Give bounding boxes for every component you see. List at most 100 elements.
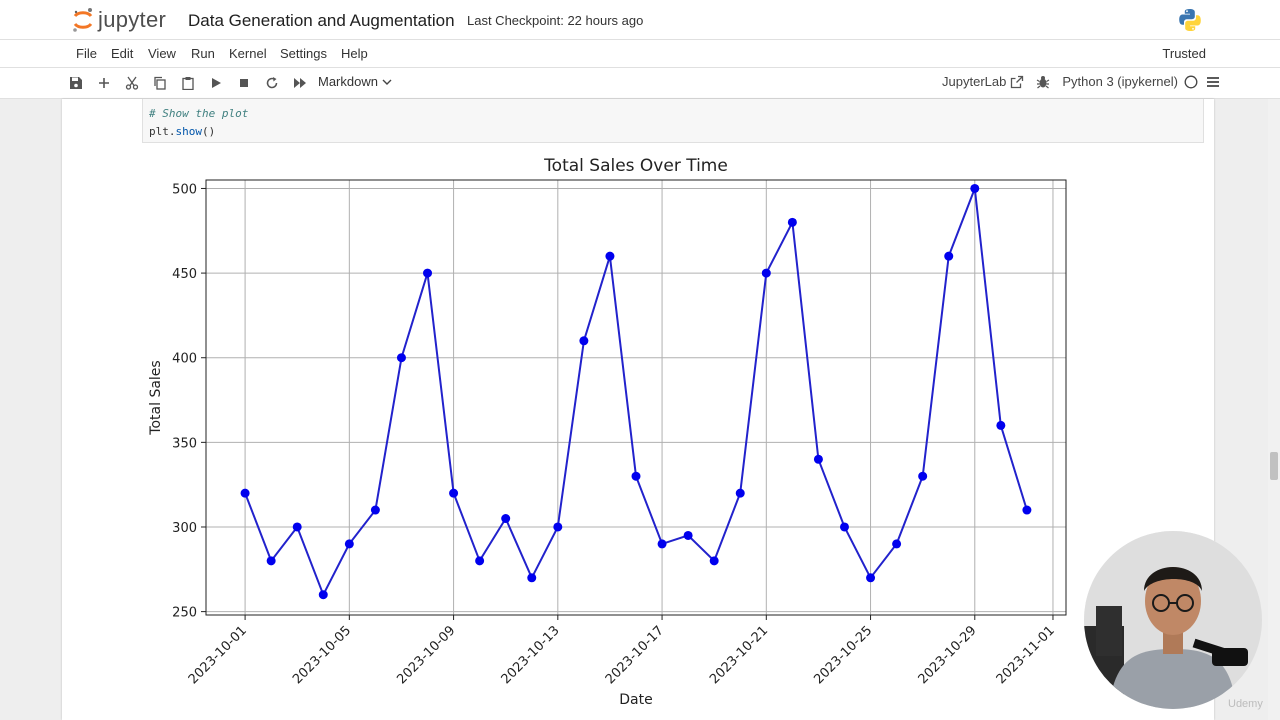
sales-data-point <box>996 420 1006 430</box>
menu-file[interactable]: File <box>76 46 97 61</box>
stop-icon[interactable] <box>234 73 254 93</box>
menu-settings[interactable]: Settings <box>280 46 327 61</box>
chevron-down-icon <box>382 79 392 85</box>
sales-data-point <box>839 522 849 532</box>
cut-icon[interactable] <box>122 73 142 93</box>
sales-data-point <box>735 488 745 498</box>
run-icon[interactable] <box>206 73 226 93</box>
scrollbar-thumb[interactable] <box>1270 452 1278 480</box>
notebook-toolbar: Markdown JupyterLab Python 3 (ipykernel) <box>0 68 1280 99</box>
code-cell-input[interactable]: # Show the plot plt.show() <box>142 99 1204 143</box>
hamburger-menu-icon[interactable] <box>1206 75 1220 89</box>
sales-data-point <box>787 217 797 227</box>
code-comment: # Show the plot <box>149 107 249 120</box>
code-statement: plt.show() <box>149 125 215 138</box>
plot-area <box>206 180 1066 615</box>
sales-data-point <box>892 539 902 549</box>
menu-help[interactable]: Help <box>341 46 368 61</box>
y-tick-label: 300 <box>172 521 197 536</box>
code-call-parens: () <box>202 125 216 138</box>
x-tick-label: 2023-10-21 <box>707 623 771 687</box>
sales-data-point <box>1022 505 1032 515</box>
y-tick-label: 350 <box>172 436 197 451</box>
trusted-badge[interactable]: Trusted <box>1162 46 1206 61</box>
external-link-icon[interactable] <box>1010 75 1024 89</box>
sales-data-point <box>657 539 667 549</box>
y-tick-label: 500 <box>172 182 197 197</box>
x-axis-label: Date <box>619 692 652 708</box>
sales-data-point <box>553 522 563 532</box>
paste-icon[interactable] <box>178 73 198 93</box>
presenter-figure <box>1084 531 1262 709</box>
x-tick-label: 2023-10-17 <box>603 623 667 687</box>
sales-data-point <box>813 454 823 464</box>
udemy-watermark: Udemy <box>1228 698 1263 710</box>
sales-data-point <box>709 556 719 566</box>
x-tick-label: 2023-10-05 <box>290 623 354 687</box>
sales-data-point <box>423 268 433 278</box>
sales-line-chart: 250 300 350 400 450 500 2023-10-01 2023-10-05 20… <box>148 156 1067 708</box>
sales-data-point <box>683 530 693 540</box>
sales-data-point <box>761 268 771 278</box>
menu-bar: File Edit View Run Kernel Settings Help … <box>0 40 1280 68</box>
copy-icon[interactable] <box>150 73 170 93</box>
x-tick-label: 2023-11-01 <box>994 623 1058 687</box>
plot-frame <box>205 179 1067 616</box>
sales-data-point <box>501 514 511 524</box>
cell-type-select[interactable]: Markdown <box>318 74 392 89</box>
sales-data-point <box>240 488 250 498</box>
menu-edit[interactable]: Edit <box>111 46 134 61</box>
sales-data-point <box>475 556 485 566</box>
sales-data-point <box>970 183 980 193</box>
sales-data-point <box>866 573 876 583</box>
sales-data-point <box>396 353 406 363</box>
top-bar: jupyter Data Generation and Augmentation… <box>0 0 1280 40</box>
vertical-scrollbar[interactable] <box>1268 99 1280 720</box>
sales-data-point <box>318 590 328 600</box>
x-tick-label: 2023-10-25 <box>811 623 875 687</box>
python-logo-icon <box>1179 9 1201 31</box>
kernel-area: JupyterLab Python 3 (ipykernel) <box>942 74 1220 89</box>
sales-data-point <box>631 471 641 481</box>
logo-text: jupyter <box>98 7 167 32</box>
fast-forward-icon[interactable] <box>290 73 310 93</box>
debugger-bug-icon[interactable] <box>1036 75 1050 89</box>
sales-data-point <box>918 471 928 481</box>
y-tick-label: 400 <box>172 352 197 367</box>
notebook-title[interactable]: Data Generation and Augmentation <box>188 11 455 30</box>
kernel-status-idle-icon <box>1184 75 1198 88</box>
chart-title: Total Sales Over Time <box>543 156 728 176</box>
x-tick-label: 2023-10-13 <box>499 623 563 687</box>
sales-data-point <box>370 505 380 515</box>
sales-data-point <box>266 556 276 566</box>
code-function: show <box>175 125 203 138</box>
menu-kernel[interactable]: Kernel <box>229 46 267 61</box>
presenter-webcam <box>1084 531 1262 709</box>
sales-data-point <box>449 488 459 498</box>
kernel-name[interactable]: Python 3 (ipykernel) <box>1062 74 1178 89</box>
jupyter-logo-icon <box>73 8 93 32</box>
x-tick-label: 2023-10-09 <box>394 623 458 687</box>
sales-data-point <box>605 251 615 261</box>
sales-data-point <box>292 522 302 532</box>
sales-data-point <box>944 251 954 261</box>
jupyter-logo[interactable]: jupyter <box>72 6 166 34</box>
sales-data-point <box>527 573 537 583</box>
cell-type-label: Markdown <box>318 74 378 89</box>
sales-data-point <box>344 539 354 549</box>
save-icon[interactable] <box>66 73 86 93</box>
menu-run[interactable]: Run <box>191 46 215 61</box>
sales-data-point <box>579 336 589 346</box>
y-tick-label: 450 <box>172 267 197 282</box>
x-tick-label: 2023-10-29 <box>916 623 980 687</box>
code-object: plt. <box>149 125 176 138</box>
y-axis-label: Total Sales <box>148 360 164 435</box>
jupyterlab-link[interactable]: JupyterLab <box>942 74 1007 89</box>
x-tick-label: 2023-10-01 <box>186 623 250 687</box>
add-cell-icon[interactable] <box>94 73 114 93</box>
checkpoint-status: Last Checkpoint: 22 hours ago <box>467 13 644 28</box>
menu-view[interactable]: View <box>148 46 176 61</box>
y-tick-label: 250 <box>172 606 197 621</box>
restart-icon[interactable] <box>262 73 282 93</box>
